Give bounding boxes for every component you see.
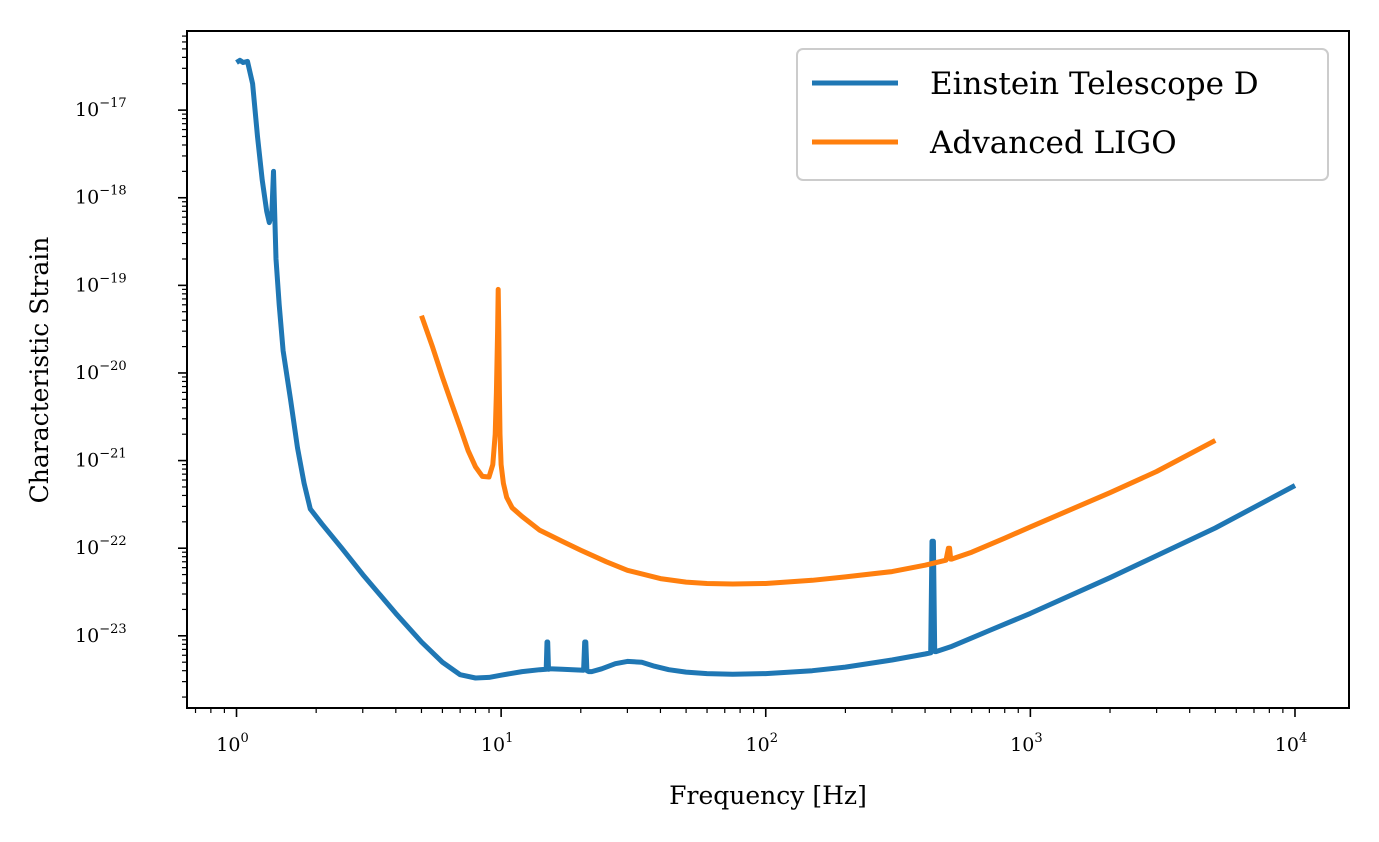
x-axis-ticks: 100 101 102 103 104 <box>216 708 1307 756</box>
series-line-advanced-ligo <box>419 286 1217 587</box>
y-tick-label: 10−21 <box>75 447 127 472</box>
y-tick-label-exponent: −18 <box>99 184 126 199</box>
y-tick-label-base: 10 <box>75 450 99 472</box>
y-tick-label-base: 10 <box>75 274 99 296</box>
y-axis-label: Characteristic Strain <box>25 237 54 504</box>
y-tick-label-exponent: −19 <box>99 271 126 286</box>
x-tick-label-base: 10 <box>1275 734 1299 756</box>
plot-frame <box>186 30 1350 709</box>
legend: Einstein Telescope D Advanced LIGO <box>796 48 1329 181</box>
x-tick-label-exponent: 4 <box>1299 731 1307 746</box>
y-tick-label-base: 10 <box>75 537 99 559</box>
x-tick-label-exponent: 3 <box>1034 731 1042 746</box>
x-tick-label: 103 <box>1010 731 1042 756</box>
y-tick-label: 10−18 <box>75 184 127 209</box>
x-tick-label-base: 10 <box>746 734 770 756</box>
x-axis-label: Frequency [Hz] <box>669 781 867 810</box>
x-tick-label-base: 10 <box>1010 734 1034 756</box>
y-tick-label-base: 10 <box>75 187 99 209</box>
y-tick-label-base: 10 <box>75 625 99 647</box>
x-tick-label: 101 <box>481 731 513 756</box>
y-tick-label: 10−23 <box>75 622 127 647</box>
legend-label-advanced-ligo: Advanced LIGO <box>929 125 1177 161</box>
y-tick-label: 10−17 <box>75 96 127 121</box>
series-layer <box>235 57 1297 681</box>
y-tick-label-base: 10 <box>75 362 99 384</box>
x-tick-label-base: 10 <box>216 734 240 756</box>
y-tick-label: 10−20 <box>75 359 127 384</box>
x-tick-label-exponent: 1 <box>505 731 513 746</box>
y-tick-label-exponent: −17 <box>99 96 126 111</box>
legend-label-einstein-telescope: Einstein Telescope D <box>930 66 1259 102</box>
x-tick-label-exponent: 2 <box>770 731 778 746</box>
y-tick-label-exponent: −20 <box>99 359 126 374</box>
series-line-einstein-telescope-d <box>235 57 1297 681</box>
x-tick-label: 100 <box>216 731 248 756</box>
y-tick-label: 10−22 <box>75 534 127 559</box>
x-tick-label-base: 10 <box>481 734 505 756</box>
y-tick-label-exponent: −21 <box>99 447 126 462</box>
x-tick-label: 102 <box>746 731 778 756</box>
y-tick-label-exponent: −22 <box>99 534 126 549</box>
y-tick-label-base: 10 <box>75 99 99 121</box>
x-tick-label-exponent: 0 <box>240 731 248 746</box>
y-tick-label: 10−19 <box>75 271 127 296</box>
x-tick-label: 104 <box>1275 731 1307 756</box>
legend-box <box>796 48 1329 181</box>
y-tick-label-exponent: −23 <box>99 622 126 637</box>
